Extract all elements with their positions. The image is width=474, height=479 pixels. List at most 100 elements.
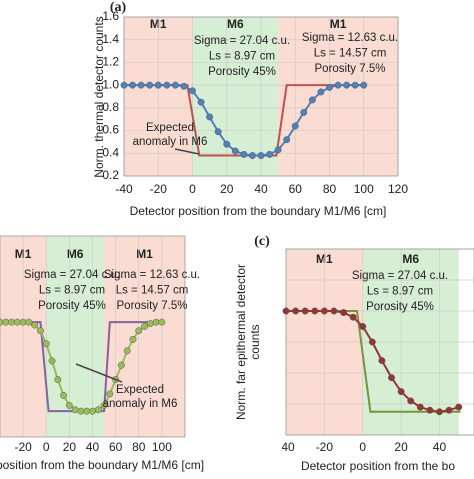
y-tick-label: 1.4 [102,32,119,46]
point [223,140,231,148]
annotation: Expected [146,122,194,134]
point [351,81,359,89]
annotation: Expected [116,384,164,396]
panel: M1 M6 M10.20.40.60.81.01.21.41.6-40 -20 0 20 4… [102,9,408,196]
region-label: M6 [227,17,244,31]
point [407,397,415,405]
note: Sigma = 12.63 c.u. [302,32,398,44]
point [311,307,319,315]
point [300,108,308,116]
y-tick-label: 0.6 [264,365,281,379]
y-tick-label: 1.2 [264,272,281,286]
plot-frame [123,16,399,177]
annotation: anomaly in M6 [103,398,178,410]
point [274,146,282,154]
point [146,320,154,328]
point [397,388,405,396]
point [94,406,102,414]
point [388,374,395,382]
x-tick-label: 60 [289,182,303,196]
plot-frame [0,235,186,438]
point [141,323,148,330]
point [301,307,309,315]
point [359,323,367,330]
x-tick-label: 100 [354,182,374,196]
panel-label: (c) [254,234,270,249]
point [106,390,114,398]
plot-frame [285,248,474,436]
point [120,81,128,89]
region-label: M6 [402,252,419,266]
y-tick-label: 0.2 [102,168,119,182]
x-tick-label: -40 [277,440,295,454]
point [317,88,325,96]
point [326,83,333,91]
note: Porosity 7.5% [315,63,386,75]
x-axis-label: Detector position from the boundary M1/M… [130,204,387,218]
point [240,150,248,158]
panel: M1 M60.20.40.60.81.01.21.4-40 -20 0 20 40Sigm… [264,248,474,454]
point [71,406,79,414]
point [2,318,10,326]
point [163,81,171,89]
point [65,401,73,409]
point [8,318,16,326]
x-tick-label: 80 [323,182,337,196]
point [360,81,368,89]
point [266,150,274,158]
point [146,81,154,89]
y-tick-label: 0.8 [102,100,119,114]
point [117,361,125,369]
x-tick-label: 20 [220,182,234,196]
point [152,318,160,326]
point [368,338,376,346]
x-tick-label: 0 [43,440,50,454]
arrow [174,148,200,155]
point [283,136,291,144]
y-tick-label: 0.8 [264,334,281,348]
region-label: M1 [136,247,153,261]
point [334,81,342,89]
y-tick-label: 0.2 [264,427,281,441]
point [378,357,386,365]
note: Ls = 8.97 cm [209,51,275,63]
point [13,318,21,326]
point [426,406,434,414]
y-tick-label: 0.4 [102,145,119,159]
point [349,313,357,321]
point [248,152,256,160]
note: Sigma = 12.63 c.u. [104,269,200,281]
region-label: M6 [67,247,84,261]
y-axis-label: Norm. thermal detector counts [92,16,106,177]
note: Ls = 8.97 cm [367,286,433,298]
x-tick-label: 120 [388,182,408,196]
x-tick-label: 0 [359,440,366,454]
point [54,376,62,384]
point [135,327,143,335]
y-axis-label: counts [248,324,262,359]
x-tick-label: -40 [115,182,133,196]
x-tick-label: 60 [109,440,123,454]
note: Porosity 45% [208,66,276,78]
point [31,321,39,329]
point [100,401,108,409]
point [129,335,137,343]
y-tick-label: 1.0 [102,77,119,91]
note: Porosity 45% [366,301,434,313]
point [197,98,205,106]
x-tick-label: 40 [254,182,268,196]
point [343,81,351,89]
x-tick-label: 40 [433,440,447,454]
point [19,318,27,326]
point [37,327,44,335]
point [214,128,222,136]
note: Porosity 7.5% [117,300,188,312]
note: Ls = 14.57 cm [314,48,387,60]
x-tick-label: 40 [86,440,100,454]
region [46,236,105,437]
point [158,318,166,326]
annotation: anomaly in M6 [133,136,208,148]
point [282,307,290,315]
